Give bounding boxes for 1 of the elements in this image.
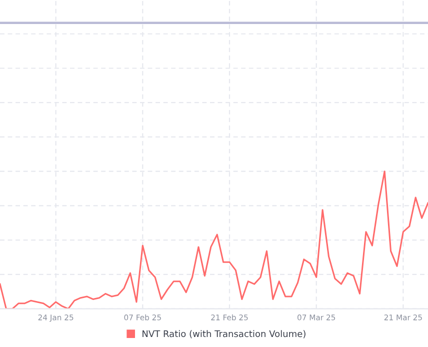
legend-label: NVT Ratio (with Transaction Volume) (142, 330, 306, 338)
